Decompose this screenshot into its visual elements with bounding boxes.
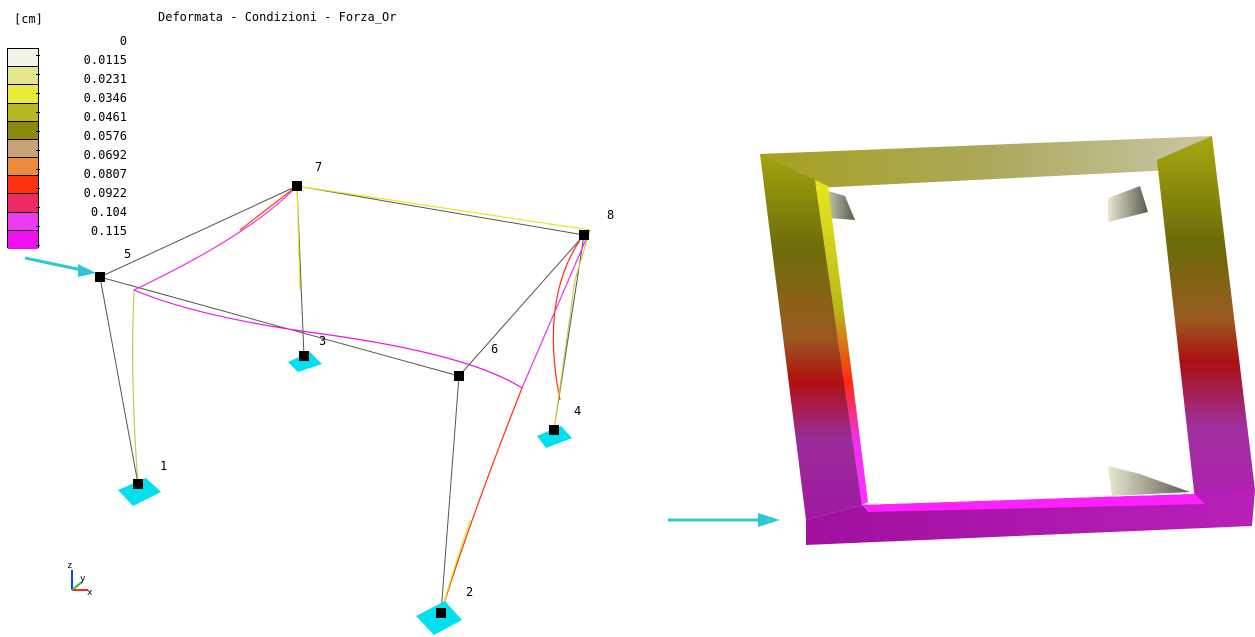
legend-tick: [36, 131, 40, 132]
solid-model: [668, 136, 1255, 545]
node-1[interactable]: [133, 479, 143, 489]
legend-tick: [36, 226, 40, 227]
node-label-2: 2: [466, 585, 473, 599]
legend-tick: [36, 169, 40, 170]
legend-tick: [36, 112, 40, 113]
column-left: [760, 154, 862, 520]
nodes: [95, 181, 589, 618]
legend-swatch: [8, 85, 38, 104]
node-6[interactable]: [454, 371, 464, 381]
beam-top: [760, 136, 1214, 188]
legend-tick: [36, 245, 40, 246]
legend-swatch: [8, 158, 38, 177]
legend-tick: [36, 55, 40, 56]
column-stub-top-right: [1108, 186, 1148, 222]
node-3[interactable]: [299, 351, 309, 361]
beam-bottom-face: [862, 494, 1205, 512]
support-4: [537, 426, 572, 448]
legend-swatch: [8, 176, 38, 195]
axis-z-label: z: [67, 561, 72, 571]
legend-swatch: [8, 49, 38, 68]
legend-swatch: [8, 103, 38, 122]
load-arrow-left: [24, 256, 96, 277]
legend-tick: [36, 207, 40, 208]
undeformed-shape: [99, 185, 585, 614]
legend-tick: [36, 150, 40, 151]
legend-label: 0.0922: [83, 186, 127, 200]
view-title: Deformata - Condizioni - Forza_Or: [158, 10, 397, 24]
legend-swatch: [8, 139, 38, 159]
legend-tick: [36, 188, 40, 189]
legend-swatch: [8, 67, 38, 86]
legend-label: 0.0461: [83, 110, 127, 124]
wireframe-model: 1 2 3 4 5 6 7 8 z y x: [24, 160, 614, 635]
support-3: [288, 352, 322, 372]
axis-x-label: x: [87, 588, 93, 598]
legend-label: 0.0115: [83, 53, 127, 67]
node-2[interactable]: [436, 608, 446, 618]
support-1: [118, 478, 161, 506]
node-label-5: 5: [124, 247, 131, 261]
legend-tick: [36, 93, 40, 94]
legend-label: 0.0346: [83, 91, 127, 105]
node-4[interactable]: [549, 425, 559, 435]
node-label-1: 1: [160, 459, 167, 473]
node-8[interactable]: [579, 230, 589, 240]
column-stub-bottom-right: [1108, 466, 1190, 496]
node-7[interactable]: [292, 181, 302, 191]
supports: [118, 352, 572, 635]
axis-y-label: y: [80, 574, 86, 584]
legend-swatch: [8, 230, 38, 249]
column-left-face: [815, 180, 868, 505]
unit-label: [cm]: [14, 12, 43, 26]
legend-label: 0.115: [90, 224, 127, 238]
node-label-8: 8: [607, 208, 614, 222]
load-arrow-right: [668, 513, 780, 527]
column-right: [1157, 136, 1255, 500]
legend-swatch: [8, 212, 38, 231]
legend-label: 0.0807: [83, 167, 127, 181]
node-label-7: 7: [315, 160, 322, 174]
legend-label: 0: [119, 34, 127, 48]
node-label-6: 6: [491, 342, 498, 356]
legend-swatch: [8, 121, 38, 140]
node-label-4: 4: [574, 404, 581, 418]
legend-label: 0.0231: [83, 72, 127, 86]
axes-triad-icon: z y x: [67, 561, 93, 598]
legend-label: 0.104: [90, 205, 127, 219]
color-scale-legend: [7, 48, 39, 249]
node-5[interactable]: [95, 272, 105, 282]
legend-label: 0.0576: [83, 129, 127, 143]
deformed-shape: [132, 185, 591, 614]
node-label-3: 3: [319, 334, 326, 348]
legend-swatch: [8, 194, 38, 213]
legend-tick: [36, 74, 40, 75]
legend-label: 0.0692: [83, 148, 127, 162]
